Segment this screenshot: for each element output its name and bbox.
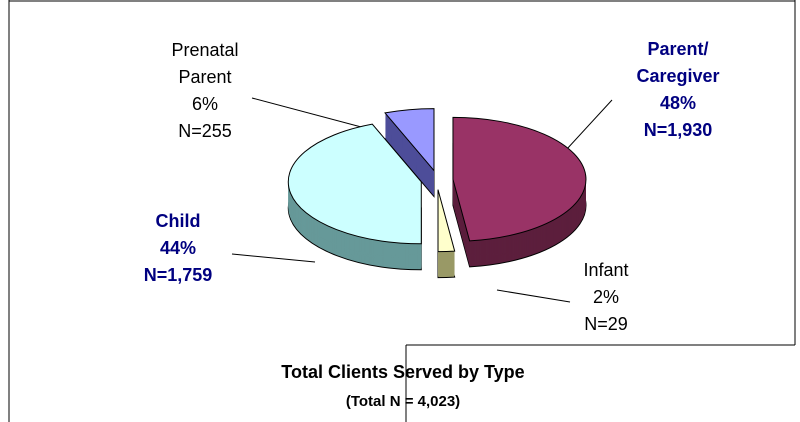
pie-slice [437,189,456,279]
count-label: N=1,759 [143,265,213,285]
pie-slice [287,123,422,271]
pie-slice [452,116,587,268]
chart-subtitle: (Total N = 4,023) [345,393,461,410]
pie [287,108,587,279]
slice-top [437,189,456,253]
slice-label: Infant 2% N=29 [541,257,671,338]
slice-label: Child 44% N=1,759 [113,208,243,289]
count-label: N=255 [178,121,232,141]
chart-title: Total Clients Served by Type [281,362,525,382]
slice-label: Prenatal Parent 6% N=255 [140,37,270,145]
slice-top [452,116,587,242]
value-label: 48% [659,93,697,113]
category: Parent/ Caregiver [636,39,720,86]
slice-top [287,123,422,245]
category: Prenatal Parent [171,40,239,87]
leader-line [231,253,316,263]
pie-slice [384,108,435,198]
category: Infant [583,260,629,280]
slice-label: Parent/ Caregiver 48% N=1,930 [613,36,743,144]
count-label: N=29 [584,314,628,334]
slice-top [384,108,435,172]
category: Child [155,211,201,231]
count-label: N=1,930 [643,120,713,140]
leader-line [251,97,366,129]
value-label: 44% [159,238,197,258]
value-label: 2% [592,287,619,307]
value-label: 6% [191,94,218,114]
leader-line [496,289,571,303]
